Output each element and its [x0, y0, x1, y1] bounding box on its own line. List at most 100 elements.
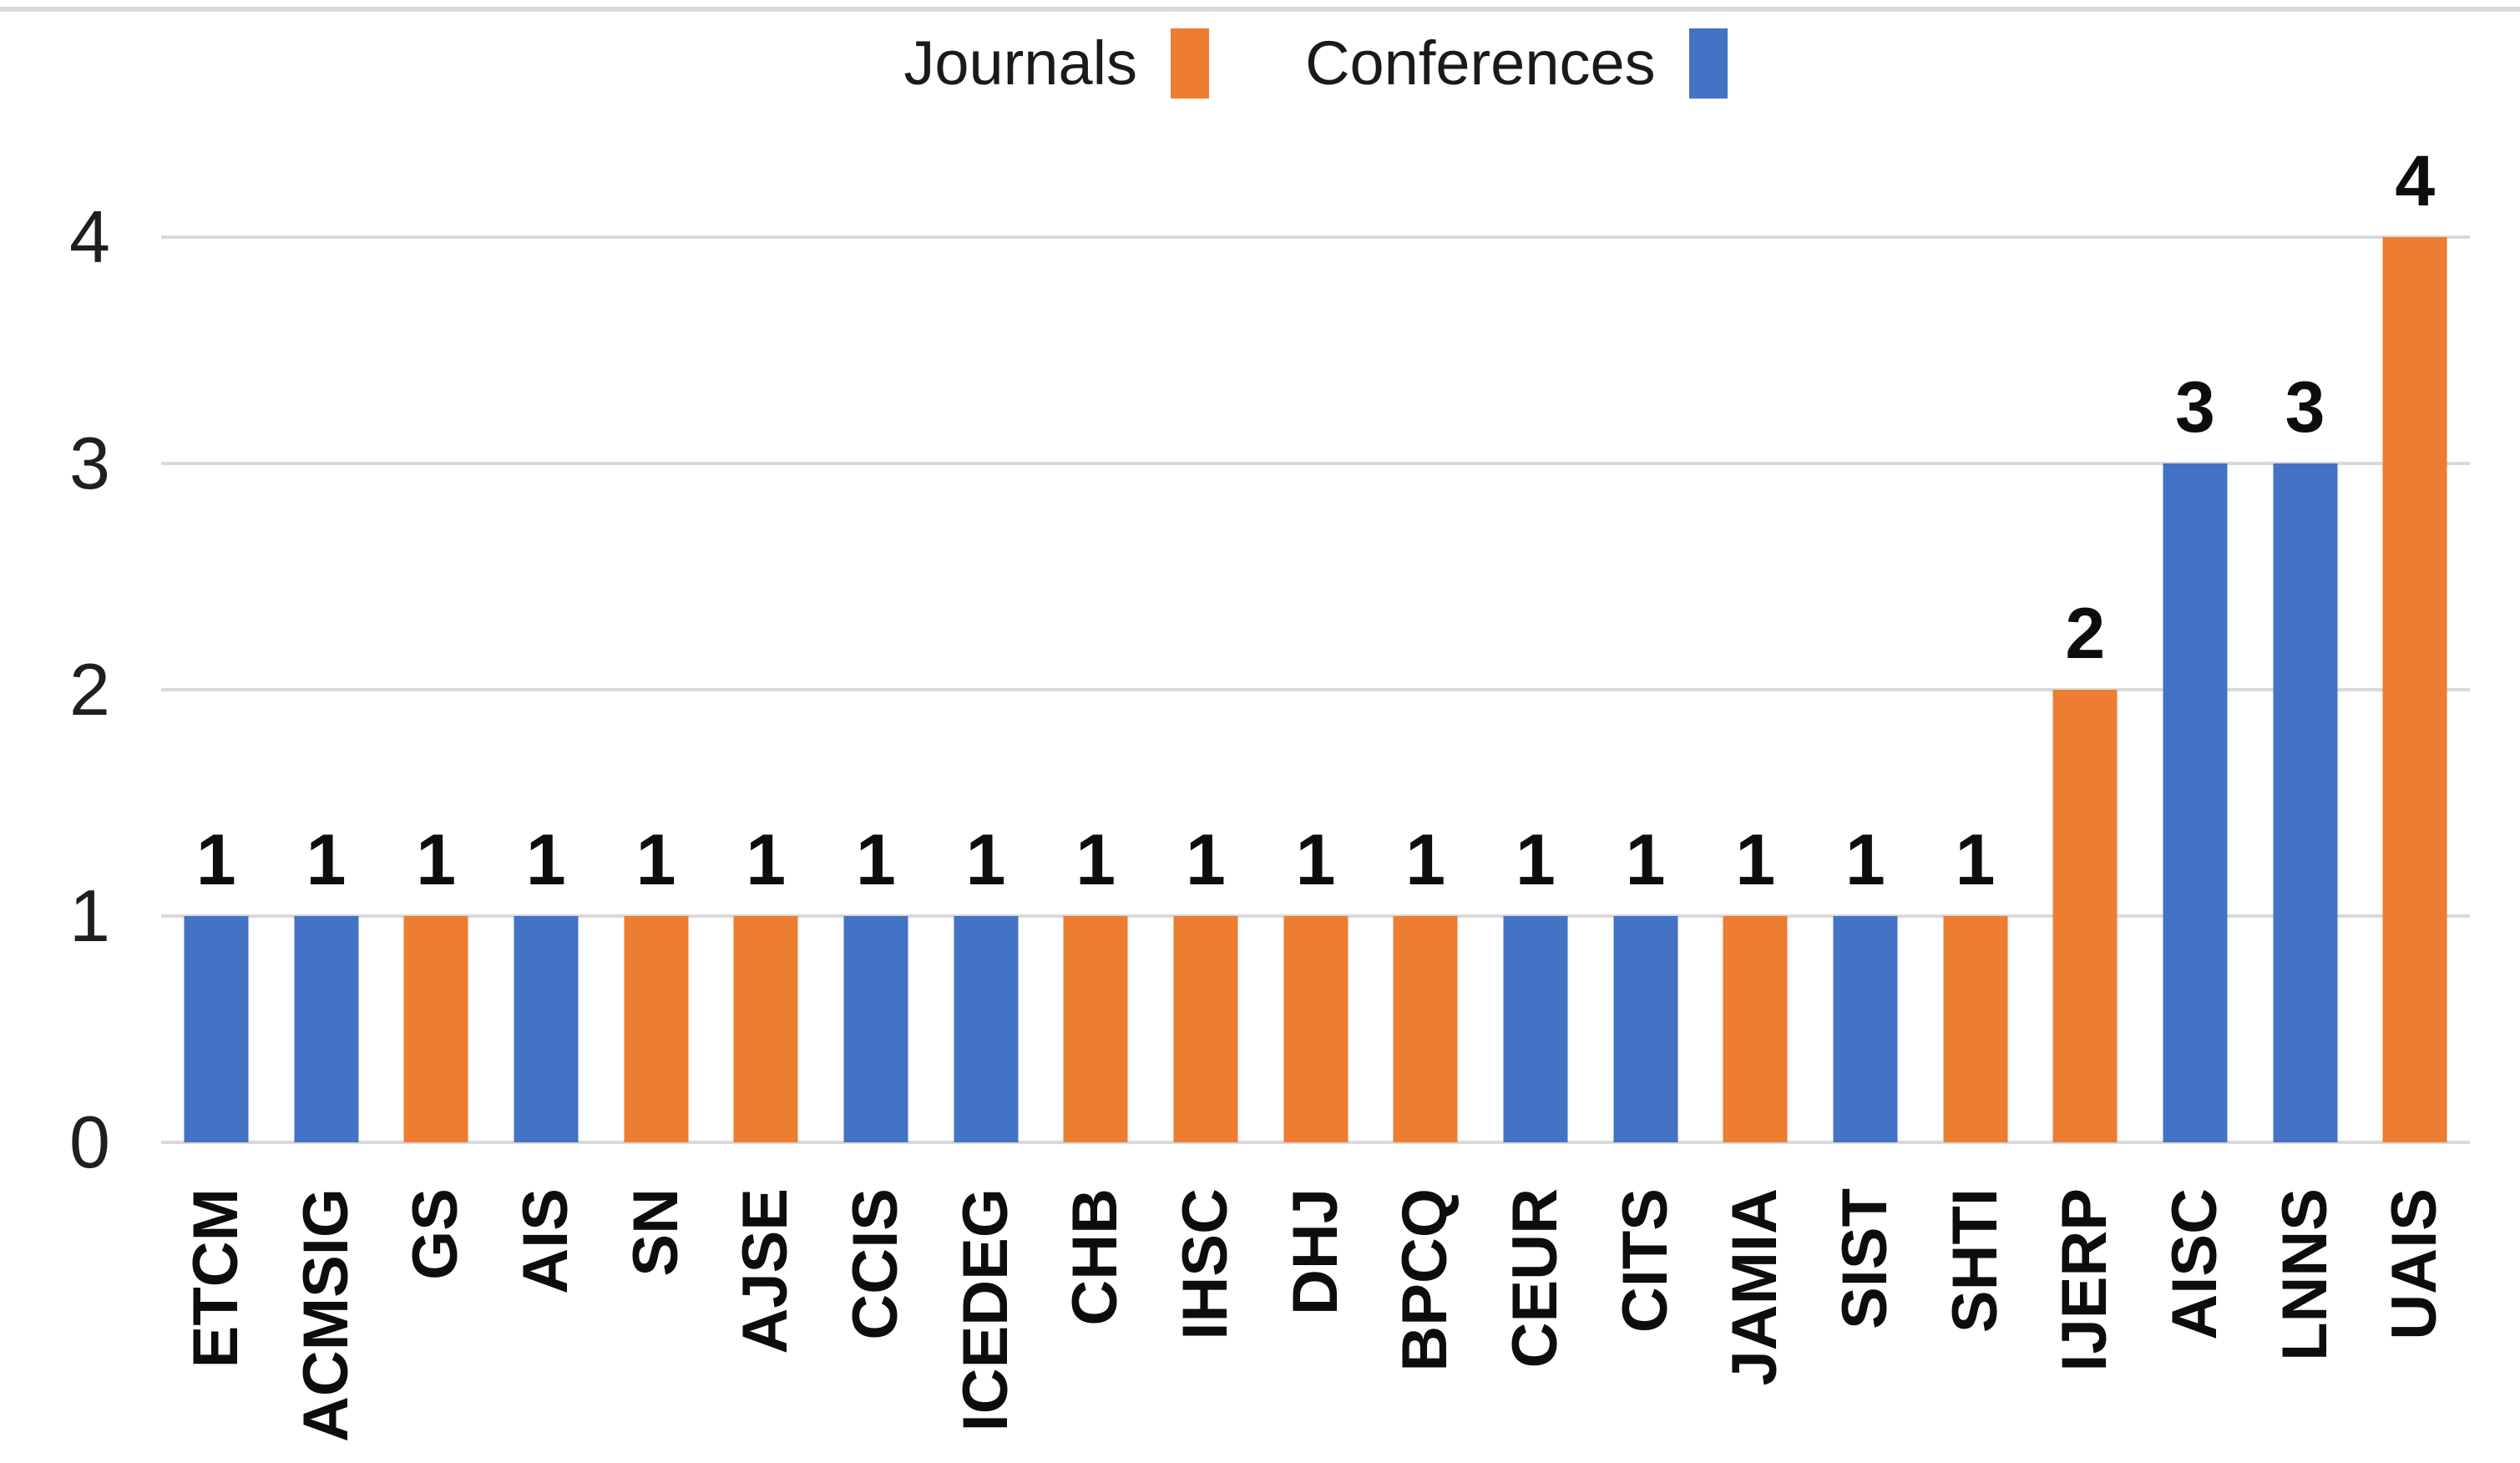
x-axis-label-uais: UAIS	[2379, 1188, 2451, 1340]
bar-value-label-shti: 1	[1955, 820, 1996, 900]
bar-slot-gs: 1	[381, 237, 491, 1142]
x-axis-label-ihsc: IHSC	[1169, 1188, 1241, 1340]
x-axis-label-dhj: DHJ	[1279, 1188, 1351, 1316]
y-axis-tick-label-4: 4	[69, 195, 110, 278]
x-axis-label-ccis: CCIS	[839, 1188, 911, 1340]
bar-etcm	[184, 916, 249, 1142]
bar-ihsc	[1173, 916, 1238, 1142]
x-label-slot-uais: UAIS	[2360, 1188, 2470, 1451]
bar-value-label-dhj: 1	[1295, 820, 1336, 900]
x-axis-label-ajse: AJSE	[730, 1188, 802, 1354]
bar-slot-ijerp: 2	[2030, 237, 2140, 1142]
bar-value-label-cits: 1	[1625, 820, 1666, 900]
bar-value-label-sist: 1	[1844, 820, 1885, 900]
x-label-slot-chb: CHB	[1040, 1188, 1151, 1451]
bar-slot-ihsc: 1	[1151, 237, 1261, 1142]
x-axis-label-lnns: LNNS	[2269, 1188, 2340, 1361]
bar-value-label-ihsc: 1	[1185, 820, 1226, 900]
bar-uais	[2382, 237, 2447, 1142]
bar-value-label-gs: 1	[416, 820, 457, 900]
x-label-slot-shti: SHTI	[1920, 1188, 2031, 1451]
x-label-slot-sist: SIST	[1810, 1188, 1920, 1451]
bar-slot-bpcq: 1	[1370, 237, 1480, 1142]
x-axis-label-etcm: ETCM	[180, 1188, 251, 1369]
gridline-y-4	[161, 235, 2470, 239]
x-label-slot-ihsc: IHSC	[1151, 1188, 1261, 1451]
bar-ais	[514, 916, 579, 1142]
bar-sist	[1833, 916, 1898, 1142]
x-label-slot-ccis: CCIS	[821, 1188, 931, 1451]
x-axis-label-ijerp: IJERP	[2049, 1188, 2121, 1372]
x-axis-label-icedeg: ICEDEG	[949, 1188, 1021, 1432]
bar-value-label-sn: 1	[635, 820, 676, 900]
bar-value-label-ijerp: 2	[2065, 594, 2106, 674]
bar-slot-ceur: 1	[1480, 237, 1591, 1142]
x-axis-labels: ETCM ACMSIG GS AIS SN AJSE CCIS ICEDEG CHB IHSC DH…	[161, 1188, 2470, 1451]
x-label-slot-lnns: LNNS	[2250, 1188, 2361, 1451]
x-label-slot-gs: GS	[381, 1188, 491, 1451]
x-axis-label-ceur: CEUR	[1499, 1188, 1571, 1369]
bar-value-label-ccis: 1	[855, 820, 896, 900]
x-axis-label-bpcq: BPCQ	[1389, 1188, 1461, 1372]
bar-value-label-lnns: 3	[2285, 367, 2325, 448]
bar-slot-acmsig: 1	[271, 237, 382, 1142]
x-axis-label-ais: AIS	[509, 1188, 581, 1294]
bar-value-label-icedeg: 1	[965, 820, 1006, 900]
legend-item-conferences: Conferences	[1305, 28, 1728, 99]
bar-slot-cits: 1	[1591, 237, 1701, 1142]
gridline-y-3	[161, 462, 2470, 465]
gridline-y-0	[161, 1141, 2470, 1144]
x-axis-label-gs: GS	[400, 1188, 472, 1280]
bar-value-label-ajse: 1	[746, 820, 787, 900]
y-axis-tick-label-1: 1	[69, 874, 110, 957]
gridline-y-2	[161, 688, 2470, 691]
legend-swatch-journals	[1171, 28, 1210, 99]
bar-slot-dhj: 1	[1261, 237, 1371, 1142]
legend-swatch-conferences	[1688, 28, 1728, 99]
bar-icedeg	[954, 916, 1019, 1142]
top-border-line	[0, 7, 2520, 12]
x-label-slot-dhj: DHJ	[1261, 1188, 1371, 1451]
bar-slot-aisc: 3	[2140, 237, 2250, 1142]
bar-slot-jamia: 1	[1700, 237, 1810, 1142]
x-label-slot-ajse: AJSE	[711, 1188, 821, 1451]
bar-value-label-ceur: 1	[1515, 820, 1556, 900]
bar-dhj	[1283, 916, 1349, 1142]
x-label-slot-cits: CITS	[1591, 1188, 1701, 1451]
x-label-slot-etcm: ETCM	[161, 1188, 271, 1451]
x-axis-label-sist: SIST	[1829, 1188, 1900, 1329]
bar-slot-etcm: 1	[161, 237, 271, 1142]
bar-value-label-aisc: 3	[2175, 367, 2215, 448]
bar-slot-sn: 1	[601, 237, 711, 1142]
bar-slot-chb: 1	[1040, 237, 1151, 1142]
bar-bpcq	[1393, 916, 1458, 1142]
x-label-slot-aisc: AISC	[2140, 1188, 2250, 1451]
bar-gs	[403, 916, 468, 1142]
x-label-slot-sn: SN	[601, 1188, 711, 1451]
bar-slot-shti: 1	[1920, 237, 2031, 1142]
bar-slot-uais: 4	[2360, 145, 2470, 1142]
bar-shti	[1943, 916, 2008, 1142]
x-label-slot-ijerp: IJERP	[2030, 1188, 2140, 1451]
bar-lnns	[2273, 463, 2338, 1142]
bar-jamia	[1723, 916, 1788, 1142]
legend-item-journals: Journals	[903, 28, 1210, 99]
legend-label: Journals	[903, 28, 1138, 98]
bar-value-label-chb: 1	[1075, 820, 1116, 900]
chart-legend: Journals Conferences	[161, 28, 2470, 99]
bar-value-label-etcm: 1	[195, 820, 236, 900]
bar-value-label-ais: 1	[525, 820, 566, 900]
bar-acmsig	[294, 916, 358, 1142]
x-label-slot-jamia: JAMIA	[1700, 1188, 1810, 1451]
bar-chb	[1063, 916, 1128, 1142]
x-axis-label-cits: CITS	[1609, 1188, 1681, 1334]
x-label-slot-ceur: CEUR	[1480, 1188, 1591, 1451]
bar-value-label-acmsig: 1	[306, 820, 347, 900]
x-axis-label-sn: SN	[620, 1188, 691, 1277]
x-axis-label-acmsig: ACMSIG	[290, 1188, 362, 1442]
x-axis-label-chb: CHB	[1060, 1188, 1131, 1326]
